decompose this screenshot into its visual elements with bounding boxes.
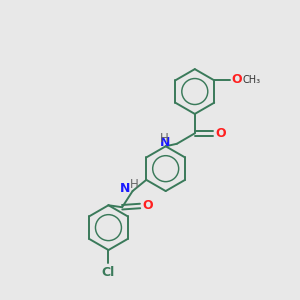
Text: H: H xyxy=(160,132,169,145)
Text: O: O xyxy=(215,127,226,140)
Text: N: N xyxy=(120,182,130,195)
Text: O: O xyxy=(232,73,242,86)
Text: N: N xyxy=(160,136,170,149)
Text: CH₃: CH₃ xyxy=(243,75,261,85)
Text: Cl: Cl xyxy=(102,266,115,279)
Text: H: H xyxy=(130,178,138,190)
Text: O: O xyxy=(142,200,153,212)
